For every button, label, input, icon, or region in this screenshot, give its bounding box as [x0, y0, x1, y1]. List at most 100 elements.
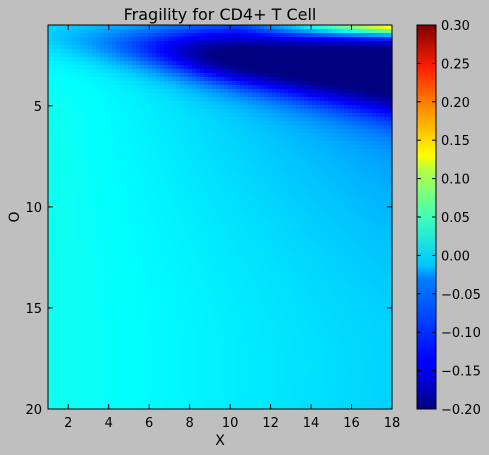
heatmap-cell: [48, 57, 53, 62]
heatmap-cell: [384, 77, 389, 82]
heatmap-cell: [216, 169, 221, 174]
heatmap-cell: [176, 233, 181, 238]
heatmap-cell: [356, 213, 361, 218]
heatmap-cell: [124, 97, 129, 102]
heatmap-cell: [168, 193, 173, 198]
heatmap-cell: [248, 241, 253, 246]
heatmap-cell: [292, 193, 297, 198]
heatmap-cell: [288, 181, 293, 186]
heatmap-cell: [68, 41, 73, 46]
heatmap-cell: [312, 117, 317, 122]
heatmap-cell: [140, 33, 145, 38]
heatmap-cell: [304, 109, 309, 114]
heatmap-cell: [136, 85, 141, 90]
heatmap-cell: [176, 33, 181, 38]
heatmap-cell: [144, 233, 149, 238]
heatmap-cell: [136, 61, 141, 66]
heatmap-cell: [244, 89, 249, 94]
heatmap-cell: [52, 125, 57, 130]
heatmap-cell: [224, 225, 229, 230]
heatmap-cell: [92, 193, 97, 198]
heatmap-cell: [116, 77, 121, 82]
heatmap-cell: [252, 69, 257, 74]
heatmap-cell: [372, 33, 377, 38]
heatmap-cell: [320, 105, 325, 110]
heatmap-cell: [312, 153, 317, 158]
heatmap-cell: [236, 133, 241, 138]
heatmap-cell: [292, 33, 297, 38]
heatmap-cell: [160, 249, 165, 254]
heatmap-cell: [204, 49, 209, 54]
heatmap-cell: [52, 81, 57, 86]
heatmap-cell: [152, 149, 157, 154]
heatmap-cell: [264, 141, 269, 146]
heatmap-cell: [200, 181, 205, 186]
heatmap-cell: [260, 37, 265, 42]
heatmap-cell: [288, 89, 293, 94]
heatmap-cell: [316, 201, 321, 206]
heatmap-cell: [360, 209, 365, 214]
heatmap-cell: [184, 197, 189, 202]
heatmap-cell: [120, 29, 125, 34]
heatmap-cell: [64, 169, 69, 174]
heatmap-cell: [180, 81, 185, 86]
heatmap-cell: [196, 229, 201, 234]
heatmap-cell: [116, 61, 121, 66]
heatmap-cell: [128, 229, 133, 234]
heatmap-cell: [100, 137, 105, 142]
heatmap-cell: [356, 181, 361, 186]
heatmap-cell: [108, 193, 113, 198]
heatmap-cell: [128, 77, 133, 82]
heatmap-cell: [68, 93, 73, 98]
heatmap-cell: [64, 45, 69, 50]
heatmap-cell: [352, 81, 357, 86]
heatmap-cell: [248, 121, 253, 126]
heatmap-cell: [72, 33, 77, 38]
heatmap-cell: [176, 181, 181, 186]
heatmap-cell: [312, 137, 317, 142]
heatmap-cell: [80, 245, 85, 250]
heatmap-cell: [140, 129, 145, 134]
heatmap-cell: [340, 125, 345, 130]
heatmap-cell: [132, 185, 137, 190]
heatmap-cell: [260, 213, 265, 218]
heatmap-cell: [88, 73, 93, 78]
heatmap-cell: [320, 225, 325, 230]
heatmap-cell: [156, 73, 161, 78]
heatmap-cell: [308, 149, 313, 154]
heatmap-cell: [148, 209, 153, 214]
heatmap-cell: [92, 89, 97, 94]
heatmap-cell: [72, 129, 77, 134]
heatmap-cell: [360, 145, 365, 150]
heatmap-cell: [368, 209, 373, 214]
heatmap-cell: [224, 241, 229, 246]
heatmap-cell: [192, 197, 197, 202]
heatmap-cell: [72, 73, 77, 78]
heatmap-cell: [124, 133, 129, 138]
heatmap-cell: [224, 193, 229, 198]
heatmap-cell: [92, 45, 97, 50]
heatmap-cell: [112, 221, 117, 226]
heatmap-cell: [260, 193, 265, 198]
heatmap-cell: [252, 49, 257, 54]
heatmap-cell: [236, 29, 241, 34]
heatmap-cell: [292, 89, 297, 94]
heatmap-cell: [116, 57, 121, 62]
heatmap-cell: [88, 225, 93, 230]
heatmap-cell: [80, 237, 85, 242]
heatmap-cell: [376, 241, 381, 246]
heatmap-cell: [356, 205, 361, 210]
heatmap-cell: [72, 229, 77, 234]
heatmap-cell: [204, 89, 209, 94]
heatmap-cell: [308, 113, 313, 118]
heatmap-cell: [124, 149, 129, 154]
heatmap-cell: [108, 181, 113, 186]
heatmap-cell: [100, 25, 105, 30]
heatmap-cell: [204, 73, 209, 78]
heatmap-cell: [364, 177, 369, 182]
heatmap-cell: [340, 101, 345, 106]
heatmap-cell: [104, 53, 109, 58]
heatmap-cell: [352, 249, 357, 254]
heatmap-cell: [312, 169, 317, 174]
heatmap-cell: [52, 33, 57, 38]
